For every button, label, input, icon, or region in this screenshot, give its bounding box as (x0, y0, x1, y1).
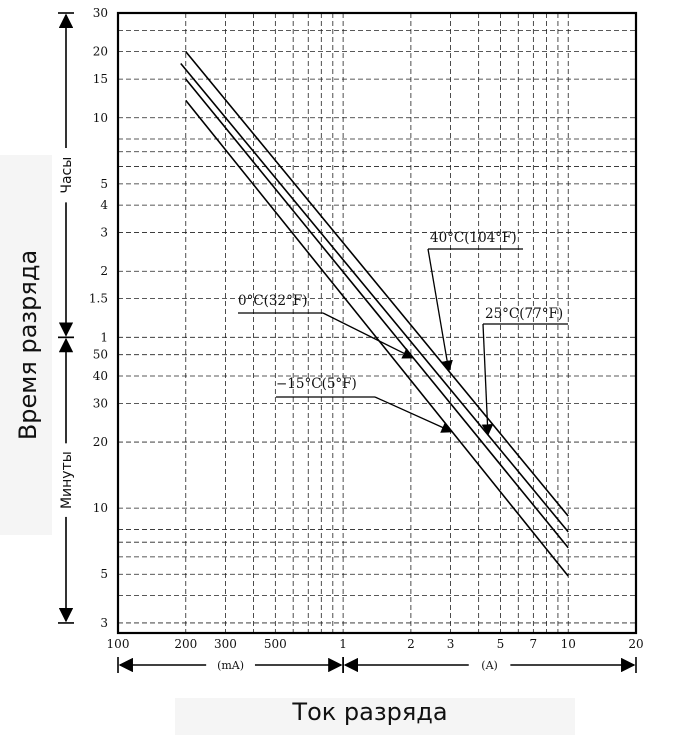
x-tick-label: 5 (497, 637, 505, 651)
x-section-label: (mA) (217, 659, 244, 672)
y-tick-label: 3 (100, 616, 108, 630)
y-axis-title: Время разряда (14, 250, 42, 440)
x-tick-labels: 100 200 300 500 1 2 3 5 7 10 20 (107, 637, 644, 651)
y-title-backdrop (0, 155, 52, 535)
series-label: 40°C(104°F) (430, 230, 517, 246)
x-tick-label: 200 (174, 637, 197, 651)
x-tick-label: 2 (407, 637, 415, 651)
y-tick-label: 50 (93, 348, 108, 362)
x-tick-label: 3 (447, 637, 455, 651)
y-tick-label: 1 (100, 330, 108, 344)
series-line (185, 51, 569, 517)
series-line (185, 78, 569, 549)
label-arrow (374, 396, 454, 433)
y-tick-label: 10 (93, 111, 108, 125)
y-tick-label: 20 (93, 45, 108, 59)
y-tick-label: 20 (93, 435, 108, 449)
y-tick-label: 5 (100, 177, 108, 191)
x-tick-label: 20 (628, 637, 643, 651)
x-tick-label: 300 (214, 637, 237, 651)
x-tick-label: 1 (339, 637, 347, 651)
series-annotations: 40°C(104°F) 25°C(77°F) 0°C(32°F) −15°C(5°F) (238, 230, 568, 436)
plot-frame (116, 11, 638, 635)
x-tick-label: 7 (530, 637, 538, 651)
y-section-label: Минуты (59, 451, 75, 509)
series-label: 25°C(77°F) (485, 306, 563, 322)
y-tick-label: 4 (100, 198, 108, 212)
series-label: −15°C(5°F) (276, 376, 357, 392)
x-axis-title: Ток разряда (291, 698, 447, 726)
y-tick-label: 2 (100, 264, 108, 278)
x-tick-label: 500 (264, 637, 287, 651)
series-line (180, 62, 569, 533)
y-tick-label: 1.5 (89, 292, 108, 306)
y-tick-label: 30 (93, 6, 108, 20)
series-line (185, 99, 569, 577)
series-label: 0°C(32°F) (238, 293, 308, 309)
x-title-backdrop (175, 698, 575, 735)
label-arrow (481, 323, 494, 436)
y-tick-label: 30 (93, 396, 108, 410)
y-tick-label: 3 (100, 226, 108, 240)
label-arrow (322, 312, 415, 359)
series-lines (180, 51, 569, 577)
y-tick-labels: 30 20 15 10 5 4 3 2 1.5 1 50 40 30 20 10 5 3 (89, 6, 108, 630)
x-section-label: (A) (481, 659, 498, 672)
y-tick-label: 5 (100, 567, 108, 581)
y-section-label: Часы (59, 157, 75, 194)
y-tick-label: 15 (93, 72, 108, 86)
label-arrow (427, 248, 453, 373)
grid (118, 13, 636, 633)
y-tick-label: 40 (93, 369, 108, 383)
axis-sections: (mA) (A) Часы Минуты (58, 12, 637, 673)
x-tick-label: 100 (107, 637, 130, 651)
y-tick-label: 10 (93, 501, 108, 515)
x-tick-label: 10 (561, 637, 576, 651)
